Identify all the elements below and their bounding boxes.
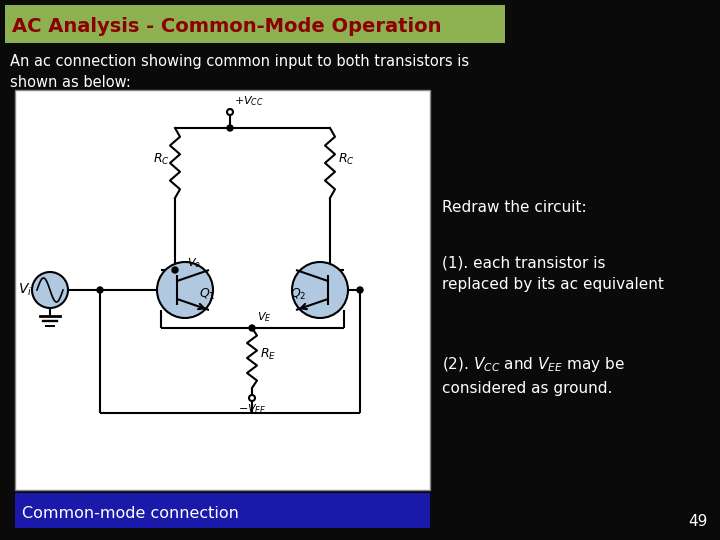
- Text: $V_E$: $V_E$: [257, 310, 271, 324]
- Text: $+V_{CC}$: $+V_{CC}$: [234, 94, 264, 108]
- FancyBboxPatch shape: [5, 5, 505, 43]
- Text: (1). each transistor is
replaced by its ac equivalent: (1). each transistor is replaced by its …: [442, 255, 664, 292]
- Text: 49: 49: [688, 515, 708, 530]
- Text: $V_i$: $V_i$: [18, 282, 32, 299]
- Circle shape: [227, 109, 233, 115]
- FancyBboxPatch shape: [15, 90, 430, 490]
- Circle shape: [172, 267, 178, 273]
- Circle shape: [249, 395, 255, 401]
- Text: $-V_{EE}$: $-V_{EE}$: [238, 402, 266, 416]
- Text: AC Analysis - Common-Mode Operation: AC Analysis - Common-Mode Operation: [12, 17, 441, 37]
- Circle shape: [97, 287, 103, 293]
- Text: $-V_o$: $-V_o$: [178, 256, 202, 270]
- Circle shape: [357, 287, 363, 293]
- Text: $R_C$: $R_C$: [153, 152, 170, 167]
- Text: $Q_2$: $Q_2$: [290, 287, 307, 302]
- Circle shape: [227, 125, 233, 131]
- Circle shape: [249, 325, 255, 331]
- Text: Redraw the circuit:: Redraw the circuit:: [442, 200, 587, 215]
- Text: (2). $V_{CC}$ and $V_{EE}$ may be
considered as ground.: (2). $V_{CC}$ and $V_{EE}$ may be consid…: [442, 355, 625, 396]
- Text: An ac connection showing common input to both transistors is
shown as below:: An ac connection showing common input to…: [10, 54, 469, 90]
- Text: $Q_1$: $Q_1$: [199, 287, 215, 302]
- Circle shape: [292, 262, 348, 318]
- FancyBboxPatch shape: [15, 493, 430, 528]
- Text: $R_E$: $R_E$: [260, 347, 276, 362]
- Text: $R_C$: $R_C$: [338, 152, 355, 167]
- Text: Common-mode connection: Common-mode connection: [22, 505, 239, 521]
- Circle shape: [32, 272, 68, 308]
- Circle shape: [157, 262, 213, 318]
